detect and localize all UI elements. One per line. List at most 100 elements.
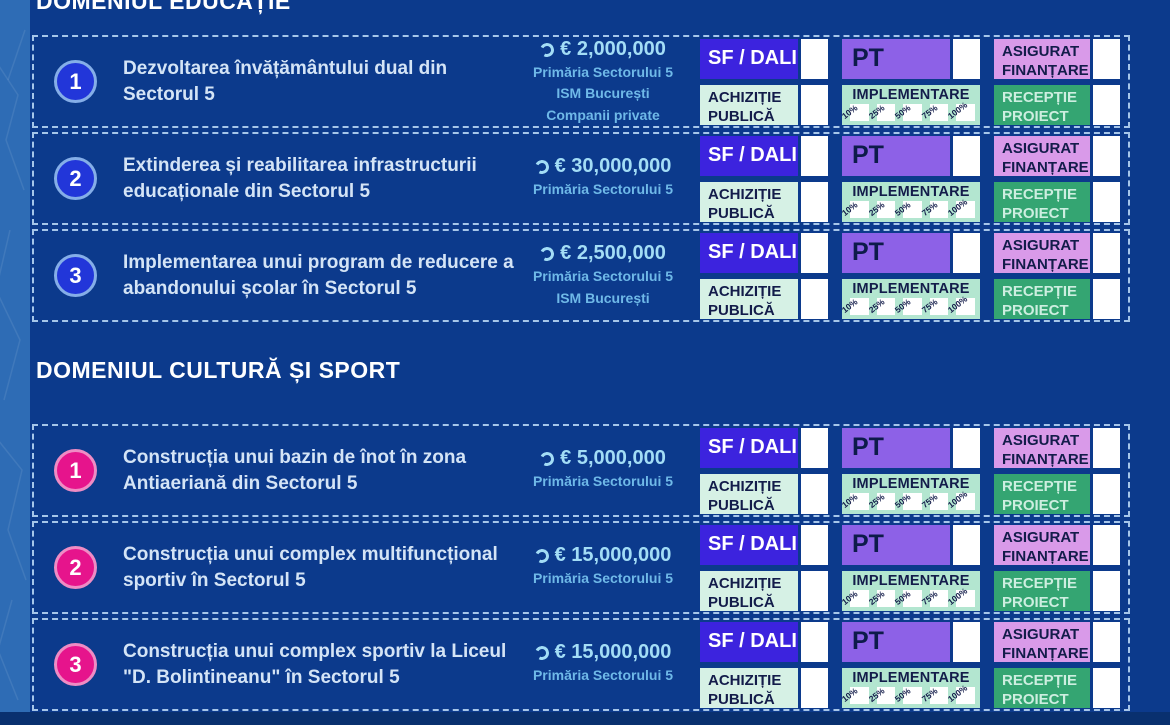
project-row-sport-3: 3 Construcția unui complex sportiv la Li… (32, 618, 1130, 711)
project-number-badge: 3 (54, 254, 97, 297)
project-number-badge: 1 (54, 449, 97, 492)
section-cultura-sport-rows: 1 Construcția unui bazin de înot în zona… (32, 424, 1130, 711)
project-title: Dezvoltarea învățământului dual din Sect… (123, 57, 448, 105)
sf-dali-group: SF / DALI (700, 427, 828, 468)
implementare-checkbox-25: 25% (866, 296, 896, 315)
implementare-box: IMPLEMENTARE 10% 25% 50% 75% 100% (840, 84, 980, 125)
sf-dali-group: SF / DALI (700, 621, 828, 662)
funder-line: Primăria Sectorului 5 (532, 181, 674, 198)
receptie-proiect-group: RECEPȚIE PROIECT (994, 667, 1120, 708)
sf-dali-label: SF / DALI (700, 38, 798, 79)
receptie-proiect-label: RECEPȚIE PROIECT (994, 84, 1090, 125)
implementare-pct-50-label: 50% (893, 588, 913, 607)
project-budget-block: € 5,000,000 Primăria Sectorului 5 (517, 447, 689, 493)
implementare-checkbox-10: 10% (840, 491, 869, 510)
budget-amount: € 30,000,000 (554, 155, 672, 178)
funder-line: Primăria Sectorului 5 (532, 268, 674, 285)
implementare-label: IMPLEMENTARE (852, 183, 970, 200)
sf-dali-checkbox (801, 135, 828, 176)
project-budget: € 15,000,000 (532, 641, 671, 664)
achizitie-publica-group: ACHIZIȚIE PUBLICĂ (700, 278, 828, 319)
implementare-checkbox-10: 10% (840, 296, 869, 315)
implementare-pct-25-label: 25% (866, 685, 887, 704)
implementare-pct-25-label: 25% (866, 296, 887, 315)
implementare-checkbox-100: 100% (946, 488, 975, 510)
section-educatie-rows: 1 Dezvoltarea învățământului dual din Se… (32, 35, 1130, 322)
funder-line: Primăria Sectorului 5 (532, 64, 674, 81)
pt-label: PT (842, 621, 950, 662)
implementare-checkbox-25: 25% (866, 685, 896, 704)
implementare-group: IMPLEMENTARE 10% 25% 50% 75% 100% (840, 667, 980, 708)
sf-dali-checkbox (801, 427, 828, 468)
budget-amount: € 2,000,000 (560, 38, 666, 61)
bottom-band (0, 712, 1170, 725)
implementare-label: IMPLEMENTARE (852, 86, 970, 103)
project-title: Construcția unui bazin de înot în zona A… (123, 446, 467, 494)
pt-label: PT (842, 38, 950, 79)
asigurat-finantare-group: ASIGURAT FINANȚARE (994, 38, 1120, 79)
project-budget: € 2,000,000 (538, 38, 666, 61)
asigurat-finantare-group: ASIGURAT FINANȚARE (994, 621, 1120, 662)
project-budget-block: € 30,000,000 Primăria Sectorului 5 (517, 155, 689, 201)
pt-group: PT (842, 621, 980, 662)
project-status-panel: SF / DALI PT ASIGURAT FINANȚARE ACHIZIȚI… (700, 524, 1120, 611)
receptie-proiect-label: RECEPȚIE PROIECT (994, 570, 1090, 611)
implementare-pct-10-label: 10% (839, 296, 860, 315)
pt-label: PT (842, 524, 950, 565)
funder-line: Primăria Sectorului 5 (532, 570, 674, 587)
implementare-box: IMPLEMENTARE 10% 25% 50% 75% 100% (840, 667, 980, 708)
receptie-proiect-group: RECEPȚIE PROIECT (994, 570, 1120, 611)
implementare-label: IMPLEMENTARE (852, 280, 970, 297)
implementare-checkbox-25: 25% (866, 199, 896, 218)
implementare-pct-10-label: 10% (839, 199, 860, 218)
pt-checkbox (953, 621, 980, 662)
implementare-checkbox-75: 75% (920, 685, 949, 704)
implementare-checkbox-50: 50% (893, 588, 922, 607)
budget-amount: € 15,000,000 (554, 544, 672, 567)
implementare-checkbox-10: 10% (840, 685, 869, 704)
achizitie-publica-label: ACHIZIȚIE PUBLICĂ (700, 667, 798, 708)
project-budget-block: € 15,000,000 Primăria Sectorului 5 (517, 544, 689, 590)
asigurat-finantare-checkbox (1093, 38, 1120, 79)
status-slot: SF / DALI PT ASIGURAT FINANȚARE ACHIZIȚI… (700, 135, 1120, 222)
pt-group: PT (842, 427, 980, 468)
pt-group: PT (842, 135, 980, 176)
project-row-edu-2: 2 Extinderea și reabilitarea infrastruct… (32, 132, 1130, 225)
sf-dali-label: SF / DALI (700, 232, 798, 273)
implementare-pct-10-label: 10% (839, 102, 860, 121)
implementare-label: IMPLEMENTARE (852, 669, 970, 686)
asigurat-finantare-label: ASIGURAT FINANȚARE (994, 232, 1090, 273)
receptie-proiect-label: RECEPȚIE PROIECT (994, 473, 1090, 514)
implementare-pct-25-label: 25% (866, 199, 887, 218)
funder-line: Primăria Sectorului 5 (532, 473, 674, 490)
achizitie-publica-checkbox (801, 667, 828, 708)
implementare-checkbox-10: 10% (840, 102, 869, 121)
sf-dali-group: SF / DALI (700, 135, 828, 176)
funding-cycle-icon (538, 40, 556, 59)
receptie-proiect-checkbox (1093, 181, 1120, 222)
sf-dali-checkbox (801, 38, 828, 79)
project-row-edu-3: 3 Implementarea unui program de reducere… (32, 229, 1130, 322)
implementare-pct-50-label: 50% (893, 685, 913, 704)
funder-line: Companii private (546, 106, 660, 123)
pt-checkbox (953, 427, 980, 468)
project-title: Construcția unui complex sportiv la Lice… (123, 640, 507, 688)
asigurat-finantare-group: ASIGURAT FINANȚARE (994, 427, 1120, 468)
sf-dali-label: SF / DALI (700, 621, 798, 662)
funding-cycle-icon (538, 450, 556, 468)
funding-cycle-icon (532, 158, 551, 176)
implementare-checkbox-75: 75% (920, 588, 949, 607)
project-row-edu-1: 1 Dezvoltarea învățământului dual din Se… (32, 35, 1130, 128)
receptie-proiect-checkbox (1093, 84, 1120, 125)
sf-dali-checkbox (801, 524, 828, 565)
implementare-checkbox-10: 10% (840, 199, 869, 218)
funder-line: ISM București (556, 85, 650, 102)
receptie-proiect-label: RECEPȚIE PROIECT (994, 181, 1090, 222)
funder-line: ISM București (556, 289, 650, 306)
achizitie-publica-label: ACHIZIȚIE PUBLICĂ (700, 181, 798, 222)
asigurat-finantare-label: ASIGURAT FINANȚARE (994, 135, 1090, 176)
sf-dali-label: SF / DALI (700, 135, 798, 176)
budget-amount: € 5,000,000 (560, 447, 666, 470)
implementare-label: IMPLEMENTARE (852, 572, 970, 589)
implementare-group: IMPLEMENTARE 10% 25% 50% 75% 100% (840, 181, 980, 222)
